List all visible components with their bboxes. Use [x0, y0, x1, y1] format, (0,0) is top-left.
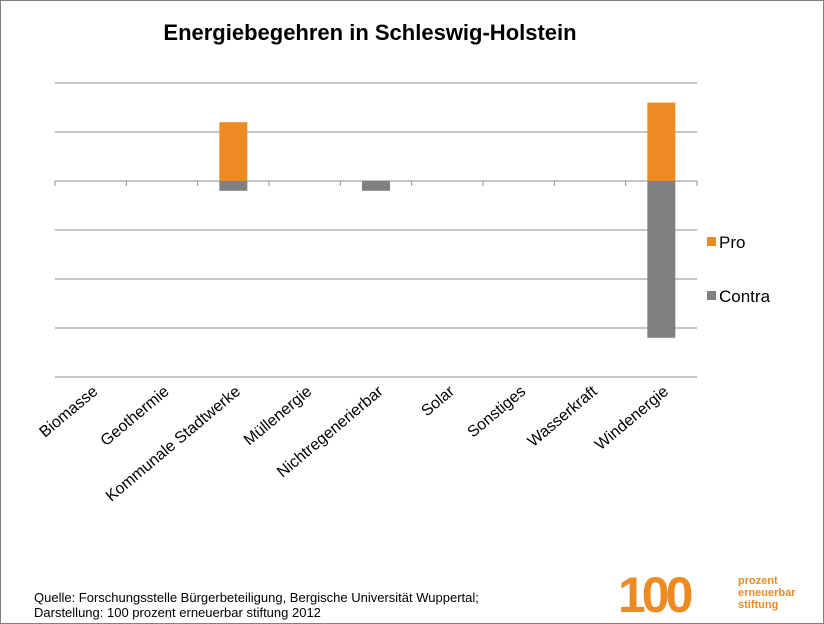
chart-title: Energiebegehren in Schleswig-Holstein [163, 20, 576, 45]
logo-text: erneuerbar [738, 587, 796, 599]
legend-label: Contra [719, 287, 771, 306]
bar [647, 102, 676, 181]
bar [362, 181, 390, 191]
logo-text: prozent [738, 575, 778, 587]
logo-text: stiftung [738, 599, 778, 611]
logo-number: 100 [618, 567, 692, 623]
legend-swatch [707, 291, 716, 300]
bar [219, 122, 248, 181]
source-line: Darstellung: 100 prozent erneuerbar stif… [34, 605, 321, 620]
bar [219, 181, 248, 191]
legend-label: Pro [719, 233, 745, 252]
bar [647, 181, 676, 338]
source-line: Quelle: Forschungsstelle Bürgerbeteiligu… [34, 590, 479, 605]
legend-swatch [707, 237, 716, 246]
